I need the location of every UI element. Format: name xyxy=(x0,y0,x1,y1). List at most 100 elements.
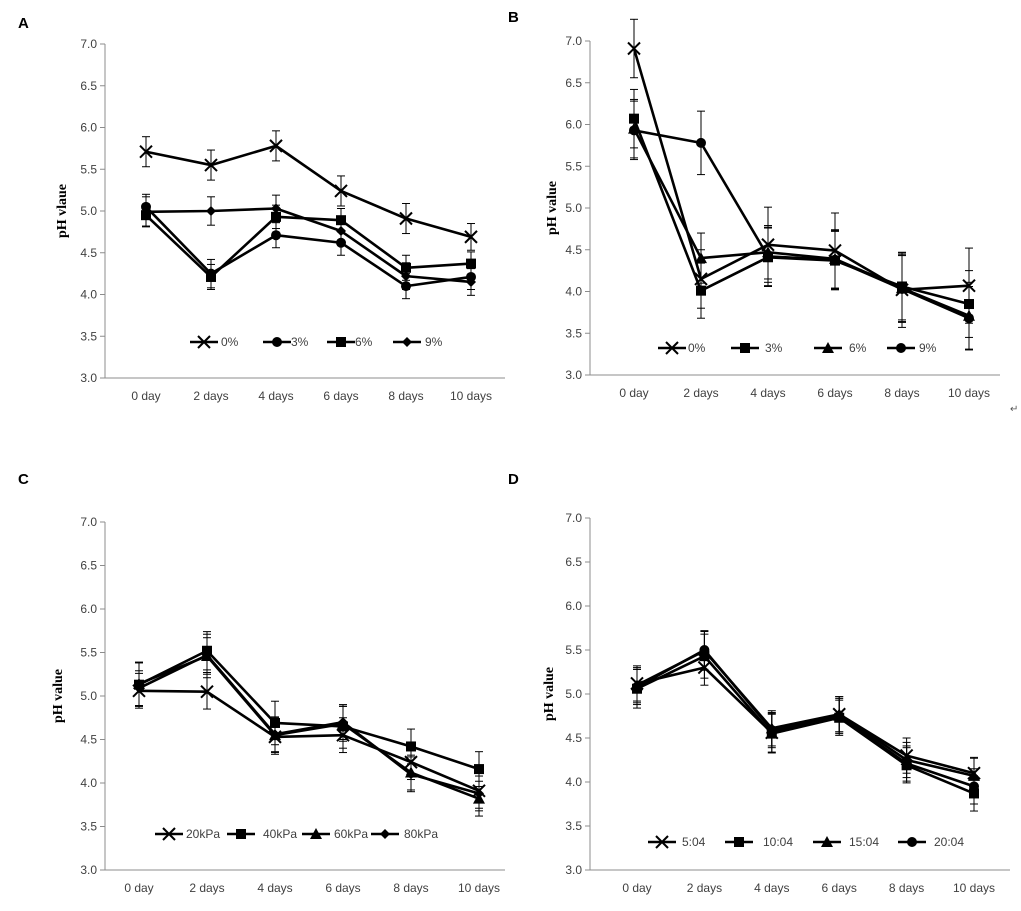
panel-b-data-point xyxy=(696,137,706,148)
panel-d-y-tick-label: 5.5 xyxy=(565,643,582,657)
panel-a-x-tick-label: 6 days xyxy=(323,389,358,403)
panel-b-x-tick-label: 4 days xyxy=(750,386,785,400)
marker-diamond-shape xyxy=(336,226,346,237)
panel-b-legend-label: 9% xyxy=(919,341,937,355)
panel-c-y-axis-title: pH value xyxy=(51,669,66,723)
panel-c-y-tick-label: 4.0 xyxy=(80,776,97,790)
panel-a-y-tick-label: 3.5 xyxy=(80,329,97,343)
panel-b-x-tick-label: 10 days xyxy=(948,386,990,400)
panel-b-legend-label: 0% xyxy=(688,341,706,355)
panel-b-legend-marker xyxy=(896,343,906,353)
marker-diamond-shape xyxy=(474,788,484,799)
marker-square-shape xyxy=(474,764,484,775)
panel-b-x-tick-label: 8 days xyxy=(884,386,919,400)
panel-d-y-tick-label: 7.0 xyxy=(565,511,582,525)
panel-c-y-tick-label: 5.0 xyxy=(80,689,97,703)
panel-b-series-line xyxy=(632,48,970,292)
stray-return-glyph: ↵ xyxy=(1010,404,1018,415)
panel-b-data-point xyxy=(763,251,773,262)
panel-a-y-tick-label: 6.0 xyxy=(80,121,97,135)
panel-c-legend-label: 80kPa xyxy=(404,827,438,841)
panel-d-series-line xyxy=(636,649,975,778)
panel-b-legend-marker xyxy=(822,342,834,353)
panel-d-legend-marker xyxy=(655,835,669,849)
panel-a-legend-marker xyxy=(336,337,346,347)
panel-b-data-point xyxy=(830,254,840,265)
panel-a-data-point xyxy=(401,271,411,282)
panel-b-data-point xyxy=(897,283,907,294)
panel-c-x-tick-label: 0 day xyxy=(124,881,153,895)
marker-x-stroke xyxy=(139,145,153,159)
panel-c-series-1 xyxy=(132,672,486,809)
panel-d-legend: 5:04 10:04 15:04 20:04 xyxy=(648,835,964,849)
marker-circle-shape xyxy=(834,711,845,721)
panel-a-x-tick-label: 0 day xyxy=(131,389,160,403)
marker-circle-shape xyxy=(896,343,906,353)
panel-c-series-line xyxy=(138,689,480,793)
panel-d-series-1 xyxy=(630,649,981,790)
panel-b-series-1 xyxy=(627,18,976,328)
marker-circle-shape xyxy=(766,725,777,736)
panel-b-x-tick-label: 2 days xyxy=(683,386,718,400)
marker-circle-shape xyxy=(907,837,917,847)
marker-x-stroke xyxy=(269,139,283,153)
panel-c-data-point xyxy=(406,769,416,780)
panel-c-x-tick-label: 4 days xyxy=(257,881,292,895)
panel-d-series-3 xyxy=(631,631,980,794)
panel-b-data-point xyxy=(627,41,641,56)
panel-b-data-point xyxy=(695,252,707,264)
panel-a-y-axis-title: pH vlaue xyxy=(55,184,70,238)
panel-c-legend-marker xyxy=(310,828,322,839)
panel-a-data-point xyxy=(206,206,216,216)
panel-c-y-tick-label: 4.5 xyxy=(80,733,97,747)
panel-a-x-tick-label: 2 days xyxy=(193,389,228,403)
panel-c-data-point xyxy=(474,788,484,799)
panel-a-data-point xyxy=(271,203,281,214)
panel-b-y-tick-label: 3.0 xyxy=(565,368,582,382)
panel-d-legend-marker xyxy=(907,837,917,847)
panel-a-legend-marker xyxy=(197,335,211,349)
panel-b-y-axis-title: pH value xyxy=(545,181,560,235)
panel-c-y-tick-label: 5.5 xyxy=(80,646,97,660)
panel-b-y-tick-label: 7.0 xyxy=(565,34,582,48)
panel-d-x-tick-label: 10 days xyxy=(953,881,995,895)
panel-c-legend-marker xyxy=(380,829,390,839)
panel-b-legend-label: 3% xyxy=(765,341,783,355)
marker-diamond-shape xyxy=(206,206,216,216)
panel-c-data-point xyxy=(202,650,212,661)
panel-a-legend-label: 3% xyxy=(291,335,309,349)
marker-square-shape xyxy=(696,285,706,296)
marker-diamond-shape xyxy=(466,276,476,287)
marker-x-stroke xyxy=(399,211,413,226)
panel-a-x-tick-label: 10 days xyxy=(450,389,492,403)
panel-d-y-tick-label: 6.5 xyxy=(565,555,582,569)
marker-diamond-shape xyxy=(202,650,212,661)
panel-c-legend-label: 60kPa xyxy=(334,827,368,841)
panel-d-series-line xyxy=(636,648,975,788)
marker-circle-shape xyxy=(830,254,840,265)
panel-b: B 3.0 3.5 4.0 4.5 5.0 5.5 6.0 6.5 7.0 0 day 2 days 4… xyxy=(508,9,1000,400)
panel-a-data-point xyxy=(466,258,476,269)
marker-square-shape xyxy=(206,271,216,282)
panel-d-data-point xyxy=(699,645,710,655)
panel-d-data-point xyxy=(766,725,777,736)
marker-x-stroke xyxy=(665,341,679,355)
panel-d-x-tick-label: 4 days xyxy=(754,881,789,895)
panel-b-data-point xyxy=(629,125,639,136)
panel-d-x-tick-label: 0 day xyxy=(622,881,651,895)
panel-d-data-point xyxy=(834,711,845,721)
panel-a: A 3.0 3.5 4.0 4.5 5.0 5.5 6.0 6.5 7.0 0 day 2 days 4… xyxy=(18,15,505,403)
panel-c-series-2 xyxy=(134,631,484,787)
marker-diamond-shape xyxy=(401,271,411,282)
marker-square-shape xyxy=(740,343,750,353)
panel-c-data-point xyxy=(200,684,214,699)
panel-b-y-tick-label: 3.5 xyxy=(565,326,582,340)
marker-triangle-shape xyxy=(822,342,834,353)
panel-c-legend-marker xyxy=(162,827,176,841)
marker-x-stroke xyxy=(627,41,641,56)
marker-circle-shape xyxy=(699,645,710,655)
panel-c-legend: 20kPa 40kPa 60kPa 80kPa xyxy=(155,827,438,841)
marker-x-stroke xyxy=(162,827,176,841)
panel-a-data-point xyxy=(269,139,283,153)
marker-circle-shape xyxy=(271,230,281,241)
